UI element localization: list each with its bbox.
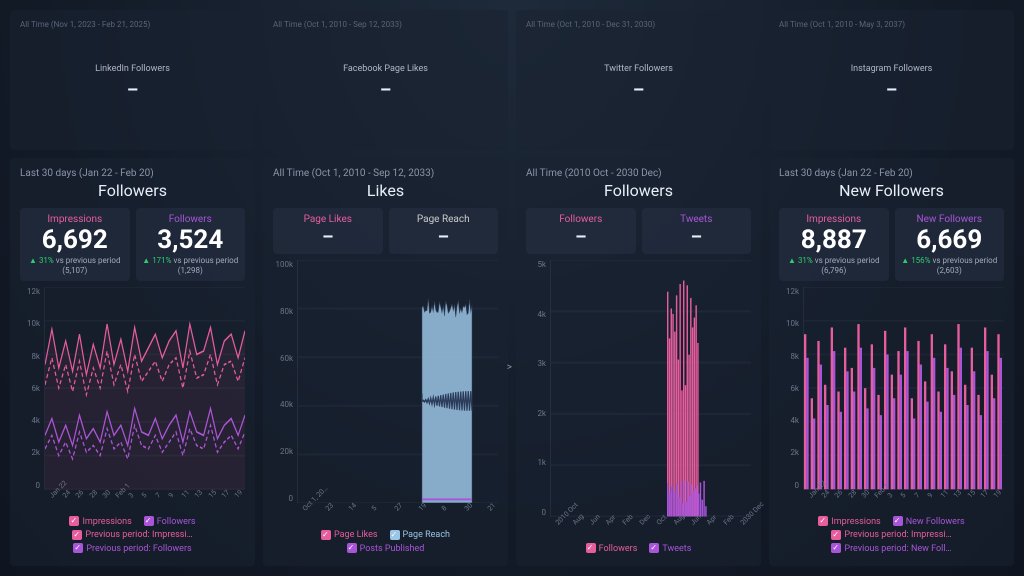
stat-label: Tweets (646, 214, 748, 225)
stat-box-1: Followers 3,524 171% vs previous period (… (136, 208, 246, 281)
legend-item[interactable]: Previous period: Impressi… (831, 529, 951, 543)
summary-card-3: All Time (Oct 1, 2010 - May 3, 2037) Ins… (769, 10, 1014, 150)
legend-item[interactable]: Page Reach (390, 529, 450, 543)
stat-value: 6,669 (899, 227, 1001, 253)
panel-0: Last 30 days (Jan 22 - Feb 20) Followers… (10, 158, 255, 566)
stat-value: – (277, 227, 379, 248)
metric-title: Facebook Page Likes (273, 64, 498, 74)
stat-change: 31% vs previous period (5,107) (24, 256, 126, 275)
stat-label: Impressions (783, 214, 885, 225)
date-range: All Time (Oct 1, 2010 - Sep 12, 2033) (273, 168, 498, 179)
stat-value: 3,524 (140, 227, 242, 253)
stat-box-1: New Followers 6,669 156% vs previous peri… (895, 208, 1005, 281)
stat-box-0: Followers – (526, 208, 636, 254)
date-range: All Time (Oct 1, 2010 - Sep 12, 2033) (273, 20, 498, 29)
legend-item[interactable]: Tweets (649, 543, 691, 557)
legend-item[interactable]: Followers (144, 516, 196, 530)
date-range: Last 30 days (Jan 22 - Feb 20) (779, 168, 1004, 179)
legend: Impressions FollowersPrevious period: Imp… (20, 516, 245, 557)
panel-2: All Time (2010 Oct - 2030 Dec) Followers… (516, 158, 761, 566)
legend-item[interactable]: New Followers (893, 516, 965, 530)
stat-box-1: Page Reach – (389, 208, 499, 254)
legend-item[interactable]: Previous period: Followers (73, 543, 191, 557)
stat-value: 6,692 (24, 227, 126, 253)
panel-title: Likes (273, 181, 498, 200)
chart: 12k10k8k6k4k2k0 (20, 287, 245, 489)
panel-title: New Followers (779, 181, 1004, 200)
metric-value: – (779, 80, 1004, 101)
stat-change: 171% vs previous period (1,298) (140, 256, 242, 275)
stat-change: 31% vs previous period (6,796) (783, 256, 885, 275)
stat-value: – (393, 227, 495, 248)
stat-label: Followers (530, 214, 632, 225)
legend-item[interactable]: Followers (586, 543, 638, 557)
summary-card-2: All Time (Oct 1, 2010 - Dec 31, 2030) Tw… (516, 10, 761, 150)
date-range: All Time (2010 Oct - 2030 Dec) (526, 168, 751, 179)
metric-value: – (273, 80, 498, 101)
stat-box-1: Tweets – (642, 208, 752, 254)
date-range: Last 30 days (Jan 22 - Feb 20) (20, 168, 245, 179)
summary-card-1: All Time (Oct 1, 2010 - Sep 12, 2033) Fa… (263, 10, 508, 150)
date-range: All Time (Oct 1, 2010 - May 3, 2037) (779, 20, 1004, 29)
legend: Followers Tweets (526, 543, 751, 557)
stat-label: Impressions (24, 214, 126, 225)
metric-title: Instagram Followers (779, 64, 1004, 74)
stat-value: – (646, 227, 748, 248)
panel-1: All Time (Oct 1, 2010 - Sep 12, 2033) Li… (263, 158, 508, 566)
stat-box-0: Impressions 8,887 31% vs previous period … (779, 208, 889, 281)
legend: ImpressionsNew FollowersPrevious period:… (779, 516, 1004, 557)
date-range: All Time (Oct 1, 2010 - Dec 31, 2030) (526, 20, 751, 29)
stat-box-0: Page Likes – (273, 208, 383, 254)
stat-label: Followers (140, 214, 242, 225)
chart: 100k80k60k40k20k0 (273, 260, 498, 503)
stat-value: 8,887 (783, 227, 885, 253)
summary-card-0: All Time (Nov 1, 2023 - Feb 21, 2025) Li… (10, 10, 255, 150)
chart: 5k4k3k2k1k0 (526, 260, 751, 517)
legend-item[interactable]: Impressions (69, 516, 131, 530)
panel-title: Followers (20, 181, 245, 200)
panel-3: Last 30 days (Jan 22 - Feb 20) New Follo… (769, 158, 1014, 566)
legend-item[interactable]: Page Likes (321, 529, 378, 543)
stat-label: Page Likes (277, 214, 379, 225)
metric-value: – (20, 80, 245, 101)
legend-item[interactable]: Previous period: Impressi… (72, 529, 192, 543)
legend: Page Likes Page ReachPosts Published (273, 529, 498, 556)
stat-value: – (530, 227, 632, 248)
panel-title: Followers (526, 181, 751, 200)
metric-title: Twitter Followers (526, 64, 751, 74)
stat-box-0: Impressions 6,692 31% vs previous period … (20, 208, 130, 281)
date-range: All Time (Nov 1, 2023 - Feb 21, 2025) (20, 20, 245, 29)
legend-item[interactable]: Impressions (818, 516, 880, 530)
chart: 12k10k8k6k4k2k0 (779, 287, 1004, 489)
metric-title: LinkedIn Followers (20, 64, 245, 74)
legend-item[interactable]: Posts Published (347, 543, 425, 557)
metric-value: – (526, 80, 751, 101)
legend-item[interactable]: Previous period: New Foll… (831, 543, 951, 557)
scroll-right-icon[interactable]: > (507, 362, 512, 373)
stat-label: Page Reach (393, 214, 495, 225)
stat-label: New Followers (899, 214, 1001, 225)
stat-change: 156% vs previous period (2,603) (899, 256, 1001, 275)
